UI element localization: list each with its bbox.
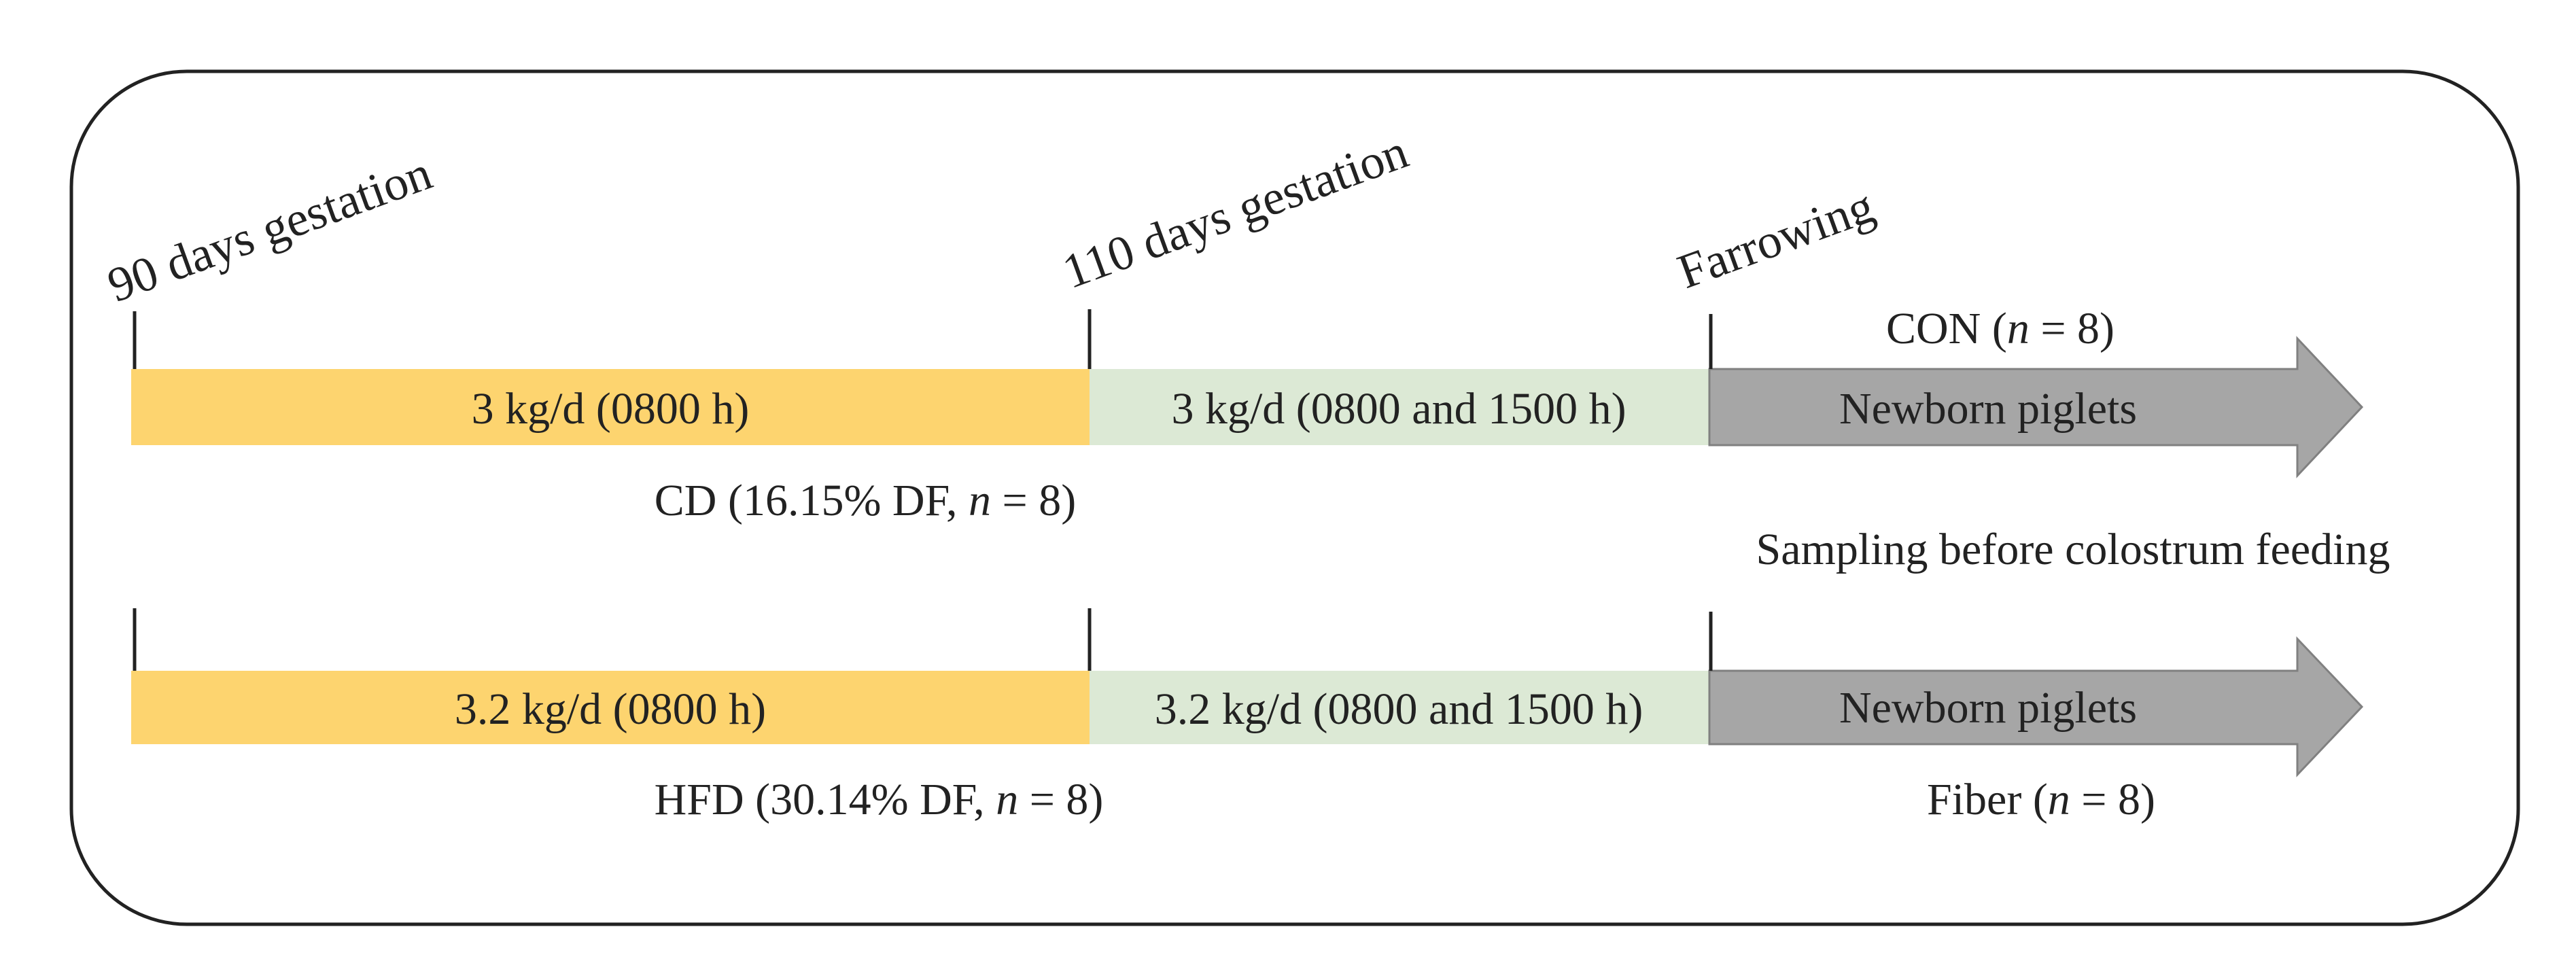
sampling-note: Sampling before colostrum feeding: [1756, 525, 2390, 574]
hfd-phase2-bar: [1090, 671, 1709, 744]
cd-diet-prefix: CD (16.15% DF,: [655, 476, 969, 525]
cd-phase1-text: 3 kg/d (0800 h): [472, 384, 750, 434]
cd-diet-suffix: = 8): [991, 476, 1076, 525]
cd-phase1-bar: [131, 369, 1090, 445]
hfd-phase1-bar: [131, 671, 1090, 744]
diagram-frame: [69, 69, 2520, 926]
hfd-diet-prefix: HFD (30.14% DF,: [655, 775, 996, 824]
hfd-diet-label: HFD (30.14% DF, n = 8): [655, 775, 1104, 824]
label-110-days-gestation: 110 days gestation: [1056, 124, 1414, 299]
cd-diet-n: n: [969, 476, 991, 525]
hfd-diet-suffix: = 8): [1018, 775, 1103, 824]
con-group-n: n: [2007, 304, 2030, 353]
con-group-label: CON (n = 8): [1886, 304, 2114, 353]
fiber-group-prefix: Fiber (: [1927, 775, 2048, 824]
cd-phase2-bar: [1090, 369, 1709, 445]
hfd-phase1-text: 3.2 kg/d (0800 h): [455, 684, 766, 734]
con-group-suffix: = 8): [2030, 304, 2114, 353]
fiber-group-suffix: = 8): [2070, 775, 2155, 824]
fiber-group-label: Fiber (n = 8): [1927, 775, 2155, 824]
cd-phase2-text: 3 kg/d (0800 and 1500 h): [1171, 384, 1626, 434]
con-group-prefix: CON (: [1886, 304, 2007, 353]
cd-newborn-arrow: [1708, 336, 2364, 478]
hfd-phase2-text: 3.2 kg/d (0800 and 1500 h): [1155, 684, 1643, 734]
hfd-arrow-text: Newborn piglets: [1839, 683, 2137, 733]
hfd-diet-n: n: [996, 775, 1018, 824]
cd-diet-label: CD (16.15% DF, n = 8): [655, 476, 1076, 525]
hfd-newborn-arrow: [1708, 636, 2364, 777]
label-90-days-gestation: 90 days gestation: [101, 145, 438, 313]
fiber-group-n: n: [2048, 775, 2070, 824]
label-farrowing: Farrowing: [1671, 178, 1881, 299]
cd-arrow-text: Newborn piglets: [1839, 384, 2137, 434]
